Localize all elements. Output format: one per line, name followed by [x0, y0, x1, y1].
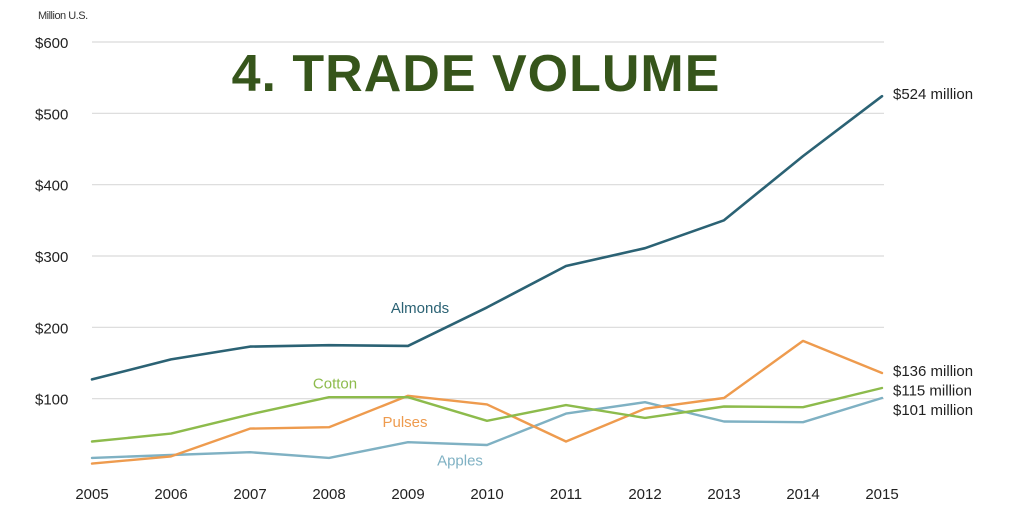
series-label-almonds: Almonds	[391, 300, 449, 317]
y-tick-label: $600	[35, 35, 68, 52]
x-tick-label: 2011	[550, 486, 582, 503]
end-value-label: $136 million	[893, 363, 973, 380]
x-tick-label: 2008	[312, 486, 345, 503]
series-line-cotton	[90, 386, 884, 443]
series-line-almonds	[90, 94, 884, 381]
y-tick-label: $100	[35, 392, 68, 409]
x-tick-label: 2015	[865, 486, 898, 503]
x-tick-label: 2014	[786, 486, 819, 503]
series-line-apples	[90, 396, 884, 460]
chart-title: 4. TRADE VOLUME	[231, 45, 721, 103]
y-tick-label: $200	[35, 320, 68, 337]
series-line-pulses	[90, 339, 884, 465]
end-value-label: $115 million	[893, 383, 972, 400]
x-tick-label: 2009	[391, 486, 424, 503]
end-value-label: $101 million	[893, 402, 973, 419]
y-tick-label: $300	[35, 249, 68, 266]
x-tick-label: 2013	[707, 486, 740, 503]
series-label-apples: Apples	[437, 453, 483, 470]
x-tick-label: 2007	[233, 486, 266, 503]
x-tick-label: 2005	[75, 486, 108, 503]
x-tick-label: 2012	[628, 486, 661, 503]
y-tick-label: $400	[35, 178, 68, 195]
y-axis-unit-label: Million U.S.	[38, 10, 88, 22]
series-label-pulses: Pulses	[382, 414, 427, 431]
series-label-cotton: Cotton	[313, 376, 357, 393]
end-value-label: $524 million	[893, 86, 973, 103]
x-tick-label: 2006	[154, 486, 187, 503]
y-tick-label: $500	[35, 106, 68, 123]
x-tick-label: 2010	[470, 486, 503, 503]
